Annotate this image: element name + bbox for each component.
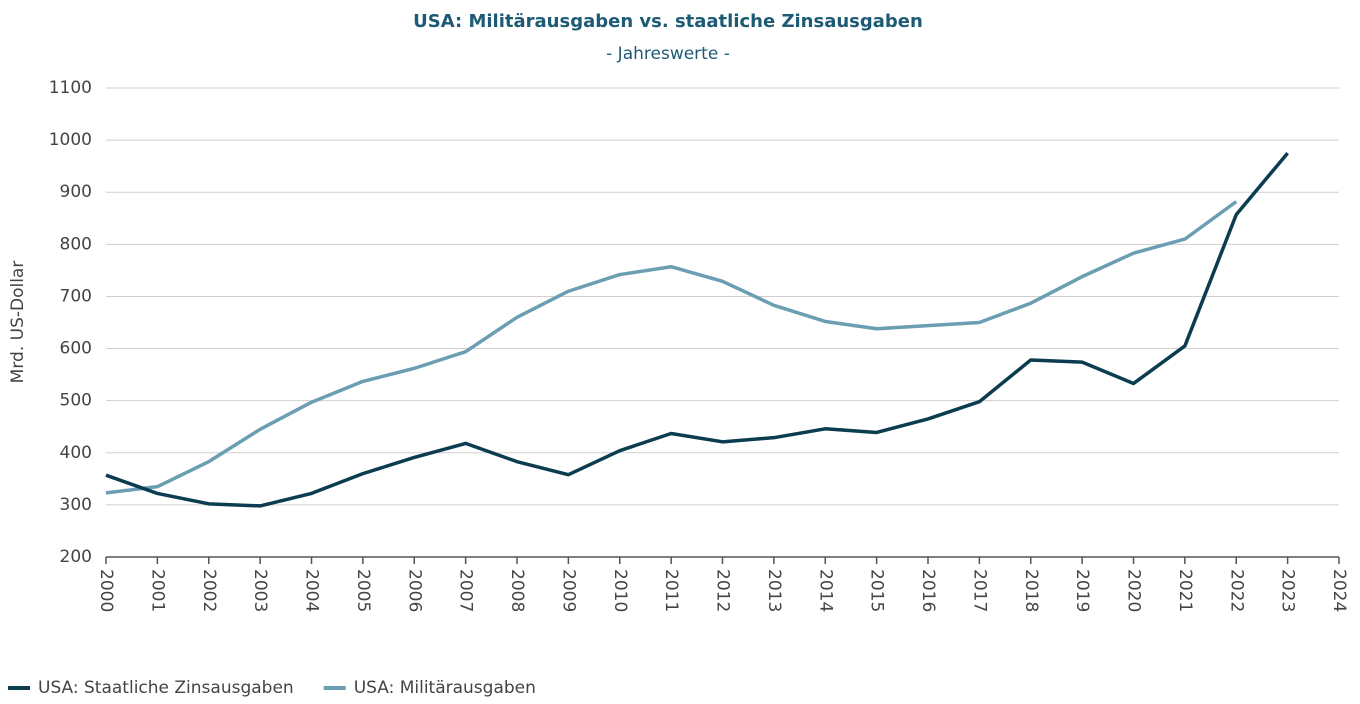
y-tick-label: 1000 (49, 130, 92, 150)
x-tick-label: 2017 (969, 569, 989, 612)
x-tick-label: 2002 (199, 569, 219, 612)
series-line (105, 200, 1238, 495)
x-tick-label: 2008 (507, 569, 527, 612)
x-tick-label: 2007 (456, 569, 476, 612)
chart-subtitle: - Jahreswerte - (606, 44, 730, 64)
x-tick-label: 2011 (661, 569, 681, 612)
x-tick-label: 2019 (1072, 569, 1092, 612)
y-tick-label: 800 (60, 234, 92, 254)
y-tick-label: 400 (60, 443, 92, 463)
x-tick-label: 2024 (1329, 569, 1349, 612)
x-tick-label: 2009 (558, 569, 578, 612)
y-tick-label: 900 (60, 182, 92, 202)
y-tick-label: 200 (60, 547, 92, 567)
y-tick-label: 1100 (49, 78, 92, 98)
chart-title: USA: Militärausgaben vs. staatliche Zins… (413, 11, 923, 32)
series-line (105, 152, 1289, 508)
x-tick-label: 2015 (867, 569, 887, 612)
x-tick-label: 2012 (713, 569, 733, 612)
legend-label: USA: Militärausgaben (354, 678, 536, 698)
x-tick-label: 2016 (918, 569, 938, 612)
y-tick-label: 300 (60, 495, 92, 515)
x-tick-label: 2013 (764, 569, 784, 612)
y-tick-label: 600 (60, 339, 92, 359)
x-tick-label: 2014 (815, 569, 835, 612)
x-tick-label: 2020 (1124, 569, 1144, 612)
x-tick-label: 2004 (302, 569, 322, 612)
x-tick-label: 2023 (1278, 569, 1298, 612)
x-tick-label: 2003 (250, 569, 270, 612)
x-tick-label: 2022 (1226, 569, 1246, 612)
y-tick-label: 700 (60, 286, 92, 306)
x-tick-label: 2021 (1175, 569, 1195, 612)
x-tick-label: 2001 (147, 569, 167, 612)
x-tick-label: 2018 (1021, 569, 1041, 612)
x-tick-label: 2006 (404, 569, 424, 612)
x-tick-label: 2005 (353, 569, 373, 612)
y-axis-label: Mrd. US-Dollar (8, 261, 28, 384)
x-tick-label: 2000 (96, 569, 116, 612)
y-tick-label: 500 (60, 391, 92, 411)
x-tick-label: 2010 (610, 569, 630, 612)
legend-label: USA: Staatliche Zinsausgaben (38, 678, 294, 698)
